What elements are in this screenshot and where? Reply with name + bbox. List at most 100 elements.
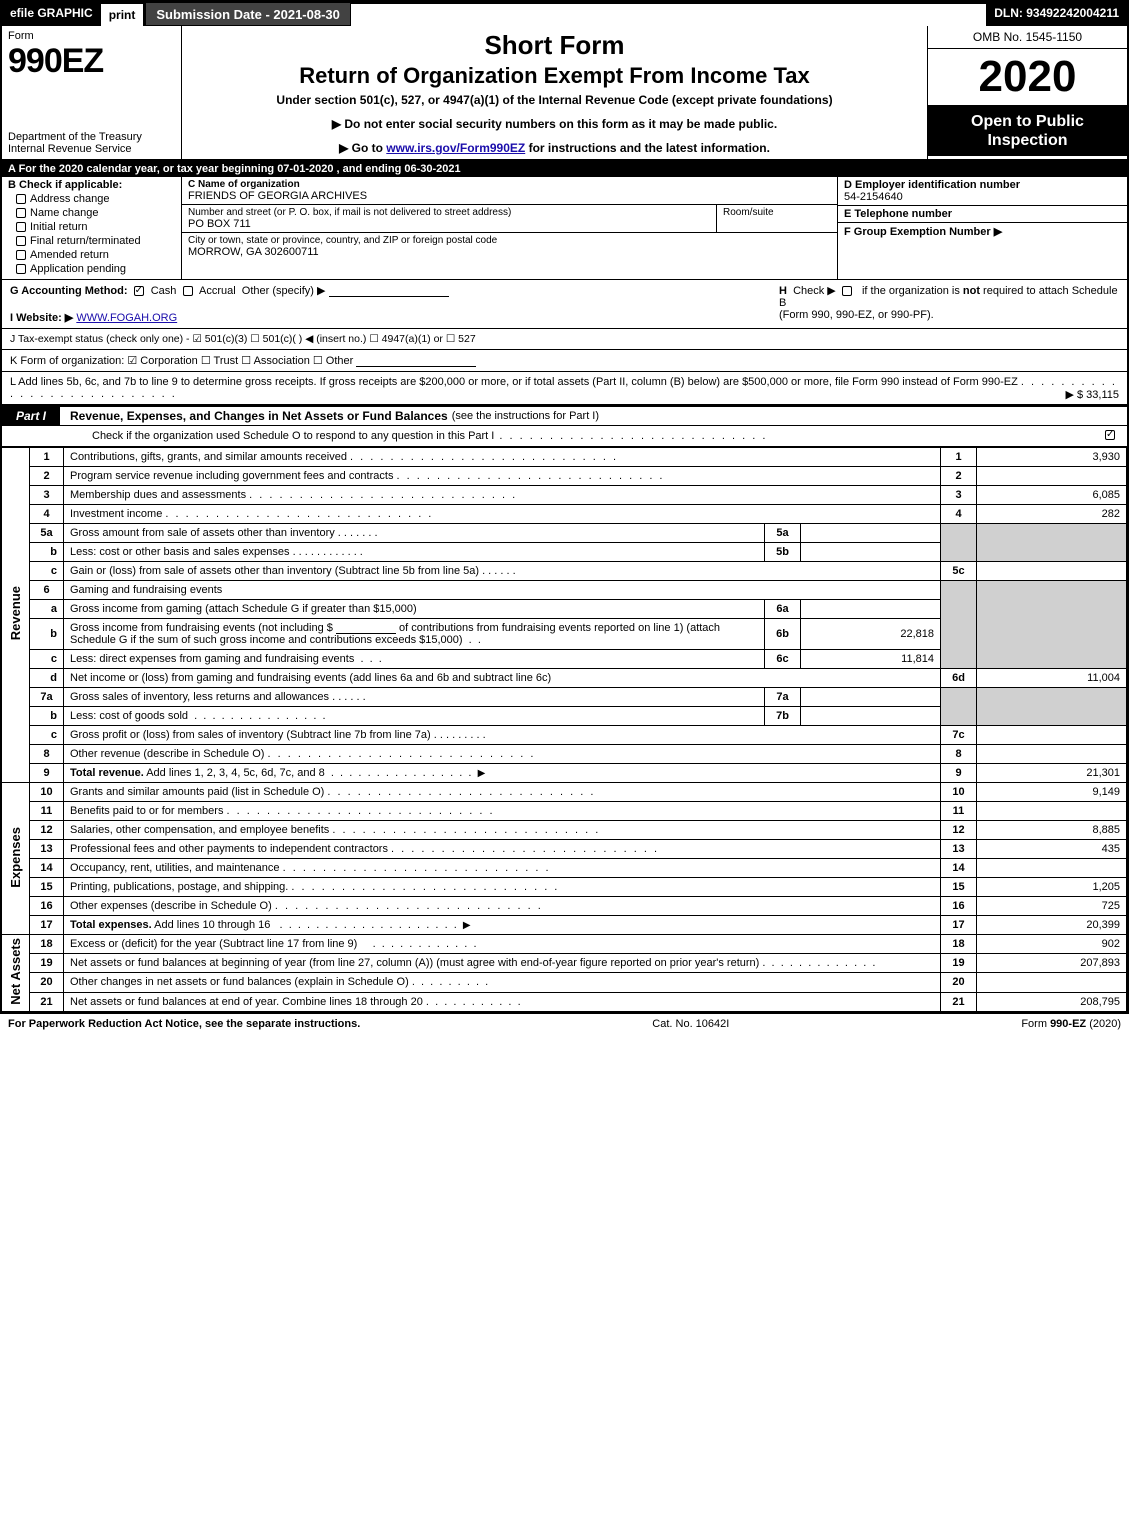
submission-date-pill: Submission Date - 2021-08-30 [145, 2, 351, 26]
table-row: 15 Printing, publications, postage, and … [2, 878, 1127, 897]
table-row: 9 Total revenue. Add lines 1, 2, 3, 4, 5… [2, 764, 1127, 783]
chk-initial-return[interactable]: Initial return [16, 221, 175, 233]
chk-application-pending[interactable]: Application pending [16, 263, 175, 275]
dept-irs: Internal Revenue Service [8, 143, 175, 155]
chk-h[interactable] [842, 286, 852, 296]
goto-pre: ▶ Go to [339, 141, 386, 155]
header-middle: Short Form Return of Organization Exempt… [182, 26, 927, 159]
cat-no: Cat. No. 10642I [652, 1018, 729, 1030]
part-1-title: Revenue, Expenses, and Changes in Net As… [60, 409, 448, 423]
chk-cash[interactable] [134, 286, 144, 296]
form-ref: Form 990-EZ (2020) [1021, 1018, 1121, 1030]
line-k: K Form of organization: ☑ Corporation ☐ … [2, 350, 1127, 372]
i-label: I Website: ▶ [10, 312, 73, 324]
table-row: 6 Gaming and fundraising events [2, 581, 1127, 600]
form-number: 990EZ [8, 42, 175, 81]
h-line2: (Form 990, 990-EZ, or 990-PF). [779, 309, 1119, 321]
chk-address-change[interactable]: Address change [16, 193, 175, 205]
topbar-spacer [351, 2, 986, 26]
other-org-input[interactable] [356, 355, 476, 367]
section-b: B Check if applicable: Address change Na… [2, 177, 182, 279]
table-row: 4 Investment income 4 282 [2, 505, 1127, 524]
open-to-public: Open to Public Inspection [928, 106, 1127, 156]
ssn-warning: ▶ Do not enter social security numbers o… [190, 117, 919, 131]
return-title: Return of Organization Exempt From Incom… [190, 63, 919, 89]
table-row: 7a Gross sales of inventory, less return… [2, 688, 1127, 707]
part-1-table: Revenue 1 Contributions, gifts, grants, … [2, 447, 1127, 1012]
chk-name-change[interactable]: Name change [16, 207, 175, 219]
website-link[interactable]: WWW.FOGAH.ORG [76, 312, 177, 324]
efile-label: efile GRAPHIC [2, 2, 101, 26]
dln-label: DLN: 93492242004211 [986, 2, 1127, 26]
part-1-header: Part I Revenue, Expenses, and Changes in… [2, 406, 1127, 426]
part-1-tab: Part I [2, 407, 60, 425]
c-city-label: City or town, state or province, country… [188, 235, 831, 246]
table-row: c Gain or (loss) from sale of assets oth… [2, 562, 1127, 581]
dept-treasury: Department of the Treasury [8, 131, 175, 143]
section-c: C Name of organization FRIENDS OF GEORGI… [182, 177, 837, 279]
table-row: 11 Benefits paid to or for members 11 [2, 802, 1127, 821]
under-section: Under section 501(c), 527, or 4947(a)(1)… [190, 93, 919, 107]
chk-final-return[interactable]: Final return/terminated [16, 235, 175, 247]
table-row: 8 Other revenue (describe in Schedule O)… [2, 745, 1127, 764]
table-row: 17 Total expenses. Add lines 10 through … [2, 916, 1127, 935]
f-label: F Group Exemption Number ▶ [844, 225, 1121, 238]
omb-number: OMB No. 1545-1150 [928, 26, 1127, 49]
table-row: 21 Net assets or fund balances at end of… [2, 992, 1127, 1011]
table-row: Revenue 1 Contributions, gifts, grants, … [2, 448, 1127, 467]
header-right: OMB No. 1545-1150 2020 Open to Public In… [927, 26, 1127, 159]
part-1-sub: Check if the organization used Schedule … [2, 426, 1127, 447]
goto-post: for instructions and the latest informat… [525, 141, 770, 155]
table-row: 16 Other expenses (describe in Schedule … [2, 897, 1127, 916]
org-city: MORROW, GA 302600711 [188, 246, 831, 258]
d-label: D Employer identification number [844, 179, 1121, 191]
table-row: 14 Occupancy, rent, utilities, and maint… [2, 859, 1127, 878]
entity-block: B Check if applicable: Address change Na… [2, 177, 1127, 280]
table-row: d Net income or (loss) from gaming and f… [2, 669, 1127, 688]
e-label: E Telephone number [844, 208, 1121, 220]
revenue-tab: Revenue [8, 586, 23, 640]
form-word: Form [8, 30, 175, 42]
g-label: G Accounting Method: [10, 285, 128, 297]
table-row: 5a Gross amount from sale of assets othe… [2, 524, 1127, 543]
form-990ez-page: efile GRAPHIC print Submission Date - 20… [0, 0, 1129, 1014]
net-assets-tab: Net Assets [8, 938, 23, 1005]
table-row: c Gross profit or (loss) from sales of i… [2, 726, 1127, 745]
line-g-h: G Accounting Method: Cash Accrual Other … [2, 280, 1127, 329]
top-bar: efile GRAPHIC print Submission Date - 20… [2, 2, 1127, 26]
table-row: 13 Professional fees and other payments … [2, 840, 1127, 859]
table-row: Net Assets 18 Excess or (deficit) for th… [2, 935, 1127, 954]
tax-year: 2020 [928, 49, 1127, 106]
c-addr-label: Number and street (or P. O. box, if mail… [188, 207, 710, 218]
table-row: 19 Net assets or fund balances at beginn… [2, 954, 1127, 973]
table-row: 3 Membership dues and assessments 3 6,08… [2, 486, 1127, 505]
ein-value: 54-2154640 [844, 191, 1121, 203]
6b-contrib-input[interactable] [336, 622, 396, 634]
table-row: 20 Other changes in net assets or fund b… [2, 973, 1127, 992]
irs-link[interactable]: www.irs.gov/Form990EZ [386, 141, 525, 155]
chk-schedule-o[interactable] [1105, 430, 1115, 440]
paperwork-notice: For Paperwork Reduction Act Notice, see … [8, 1018, 360, 1030]
goto-line: ▶ Go to www.irs.gov/Form990EZ for instru… [190, 141, 919, 155]
short-form-title: Short Form [190, 30, 919, 61]
part-1-note: (see the instructions for Part I) [448, 410, 599, 422]
room-suite-label: Room/suite [717, 205, 837, 232]
table-row: 2 Program service revenue including gove… [2, 467, 1127, 486]
line-j: J Tax-exempt status (check only one) - ☑… [2, 329, 1127, 350]
chk-amended-return[interactable]: Amended return [16, 249, 175, 261]
chk-accrual[interactable] [183, 286, 193, 296]
print-button[interactable]: print [101, 2, 146, 26]
expenses-tab: Expenses [8, 827, 23, 888]
c-name-label: C Name of organization [188, 179, 831, 190]
other-method-input[interactable] [329, 285, 449, 297]
section-def: D Employer identification number 54-2154… [837, 177, 1127, 279]
table-row: 12 Salaries, other compensation, and emp… [2, 821, 1127, 840]
org-address: PO BOX 711 [188, 218, 710, 230]
form-header: Form 990EZ Department of the Treasury In… [2, 26, 1127, 161]
b-label: B Check if applicable: [8, 179, 122, 191]
page-footer: For Paperwork Reduction Act Notice, see … [0, 1014, 1129, 1034]
header-left: Form 990EZ Department of the Treasury In… [2, 26, 182, 159]
h-line1: H Check ▶ if the organization is not req… [779, 284, 1119, 309]
line-l: L Add lines 5b, 6c, and 7b to line 9 to … [2, 372, 1127, 406]
table-row: Expenses 10 Grants and similar amounts p… [2, 783, 1127, 802]
